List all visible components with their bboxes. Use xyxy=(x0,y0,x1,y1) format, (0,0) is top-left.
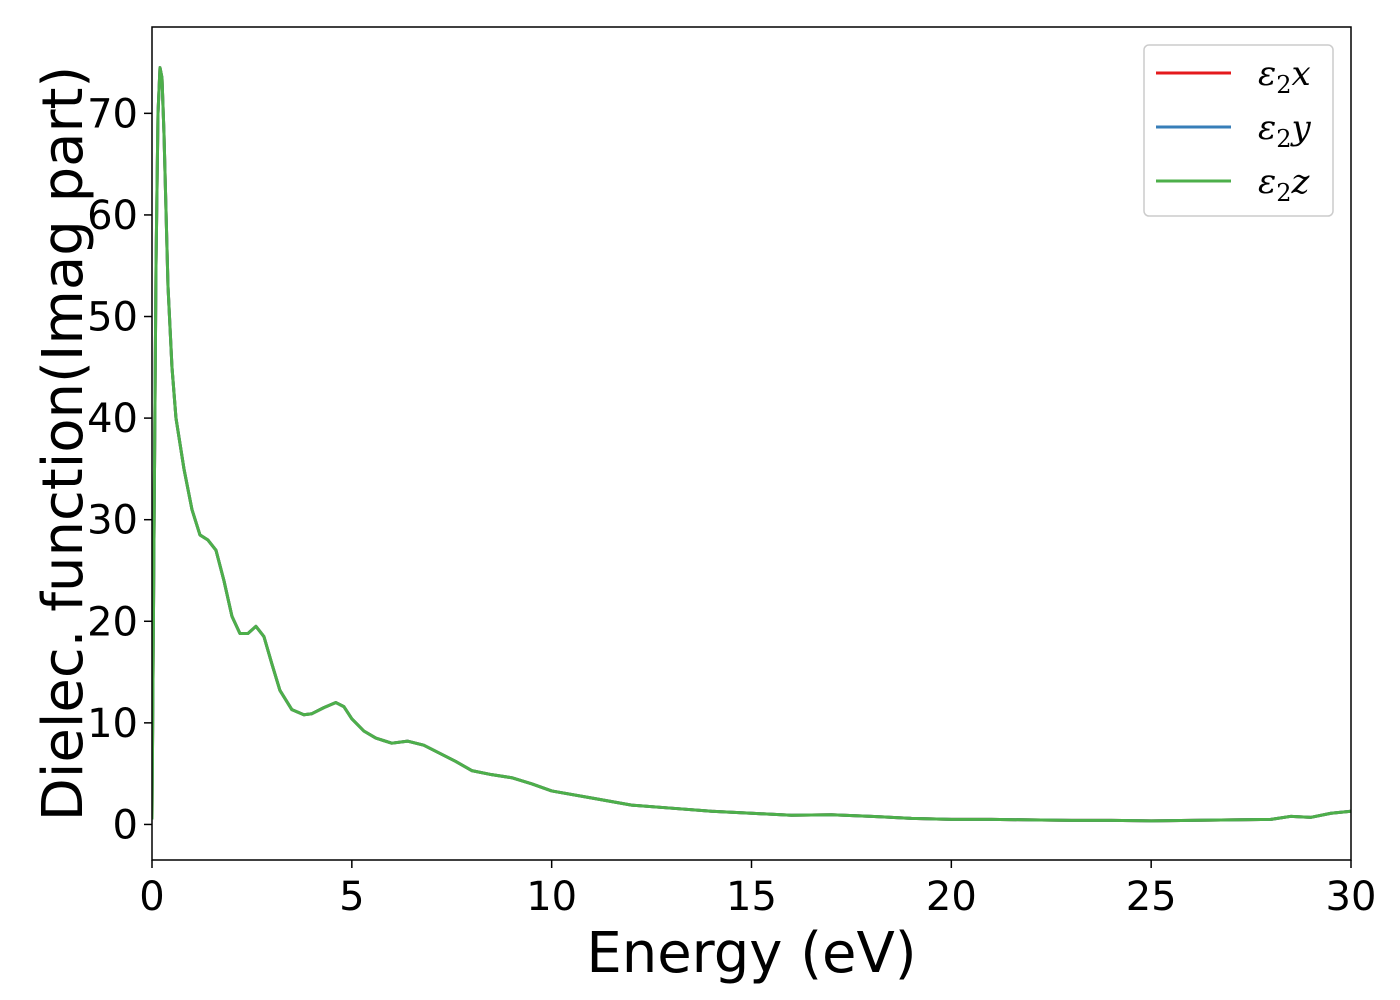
x-tick-label: 30 xyxy=(1326,874,1377,920)
y-tick-label: 50 xyxy=(87,295,138,341)
x-tick-label: 15 xyxy=(726,874,777,920)
legend-entry-1: ε2y xyxy=(1258,108,1312,153)
x-tick-label: 0 xyxy=(139,874,164,920)
legend-entry-base: ε xyxy=(1258,54,1276,94)
y-axis: 0 10 20 30 40 50 60 70 xyxy=(87,91,152,848)
legend-entry-comp: x xyxy=(1292,54,1311,94)
legend-box xyxy=(1143,44,1334,217)
legend-entry-0: ε2x xyxy=(1258,54,1311,99)
y-tick-label: 70 xyxy=(87,91,138,137)
y-tick-label: 60 xyxy=(87,193,138,239)
y-tick-label: 40 xyxy=(87,396,138,442)
legend-entry-base: ε xyxy=(1258,108,1276,148)
y-tick-label: 10 xyxy=(87,701,138,747)
series-line-2 xyxy=(152,66,1351,823)
legend-entry-2: ε2z xyxy=(1258,162,1311,207)
y-axis-label: Dielec. function(Imag part) xyxy=(31,66,96,822)
legend-entry-comp: y xyxy=(1290,108,1312,148)
legend-entry-sub: 2 xyxy=(1276,71,1291,99)
legend-entry-sub: 2 xyxy=(1276,179,1291,207)
y-tick-label: 20 xyxy=(87,599,138,645)
legend-entry-base: ε xyxy=(1258,162,1276,202)
x-tick-label: 10 xyxy=(526,874,577,920)
y-tick-label: 0 xyxy=(113,802,138,848)
x-tick-label: 20 xyxy=(926,874,977,920)
legend-entry-comp: z xyxy=(1291,162,1311,202)
x-tick-label: 25 xyxy=(1126,874,1177,920)
x-axis: 0 5 10 15 20 25 30 xyxy=(139,860,1376,920)
x-axis-label: Energy (eV) xyxy=(586,921,916,986)
legend-entry-sub: 2 xyxy=(1276,125,1291,153)
y-tick-label: 30 xyxy=(87,498,138,544)
series-layer xyxy=(152,66,1351,823)
x-tick-label: 5 xyxy=(339,874,364,920)
